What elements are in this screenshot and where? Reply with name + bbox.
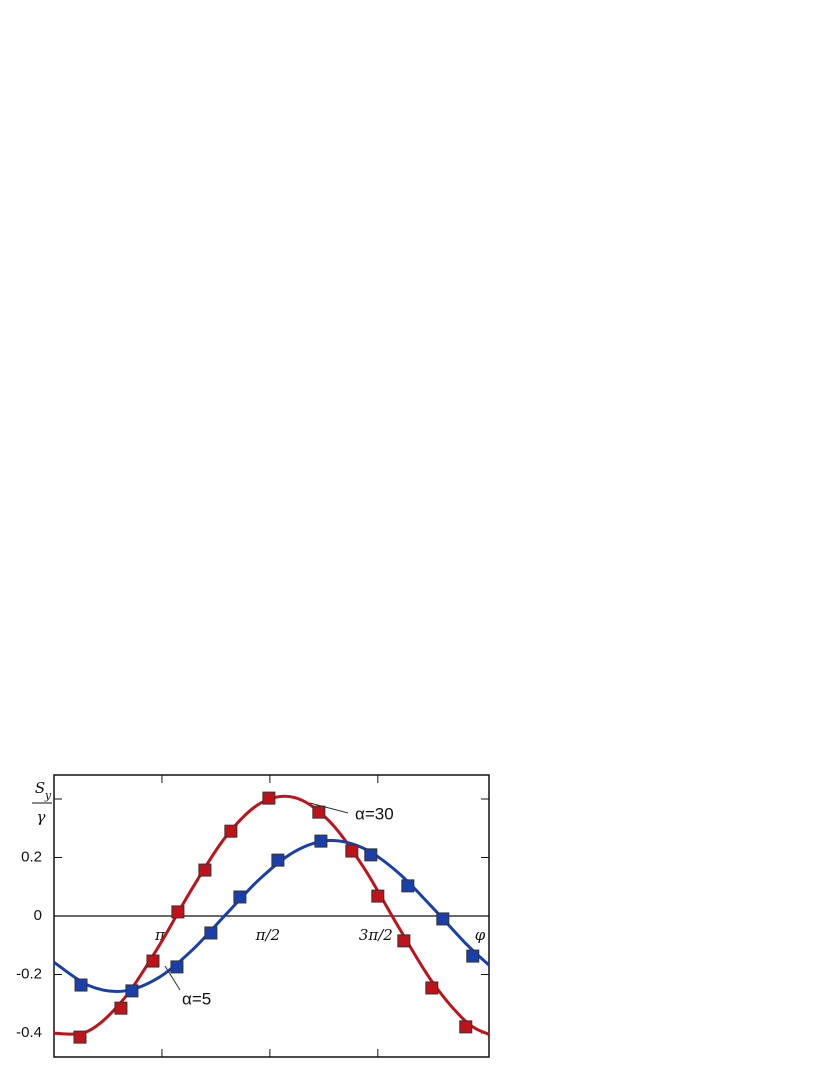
marker	[114, 1001, 128, 1015]
marker	[170, 960, 184, 974]
y-tick-label: 0.2	[21, 848, 42, 865]
marker	[224, 824, 238, 838]
marker	[204, 926, 218, 940]
y-label-numerator: S	[35, 779, 45, 797]
marker	[262, 791, 276, 805]
annotation-leader	[164, 965, 181, 991]
marker	[466, 949, 480, 963]
y-tick-label: 0	[34, 907, 42, 924]
y-tick-label: -0.2	[16, 965, 42, 982]
annotation: α=5	[182, 989, 211, 1008]
marker	[436, 912, 450, 926]
marker	[364, 848, 378, 862]
x-label: φ	[475, 926, 486, 944]
annotation-leader	[309, 802, 349, 814]
marker	[233, 890, 247, 904]
marker	[271, 853, 285, 867]
marker	[401, 879, 415, 893]
annotation: α=30	[355, 804, 394, 823]
curve	[53, 794, 490, 1036]
marker	[314, 834, 328, 848]
x-tick-label: 3π/2	[359, 926, 393, 944]
marker	[73, 1030, 87, 1044]
marker	[171, 905, 185, 919]
marker	[371, 889, 385, 903]
marker	[125, 984, 139, 998]
marker	[74, 978, 88, 992]
marker	[425, 981, 439, 995]
x-tick-label: π/2	[255, 926, 280, 944]
marker	[459, 1020, 473, 1034]
marker	[345, 844, 359, 858]
marker	[146, 954, 160, 968]
y-label-subscript: y	[44, 789, 52, 802]
marker	[312, 805, 326, 819]
y-label-denominator: γ	[37, 808, 46, 826]
marker	[397, 934, 411, 948]
y-tick-label: -0.4	[16, 1024, 42, 1041]
marker	[198, 863, 212, 877]
